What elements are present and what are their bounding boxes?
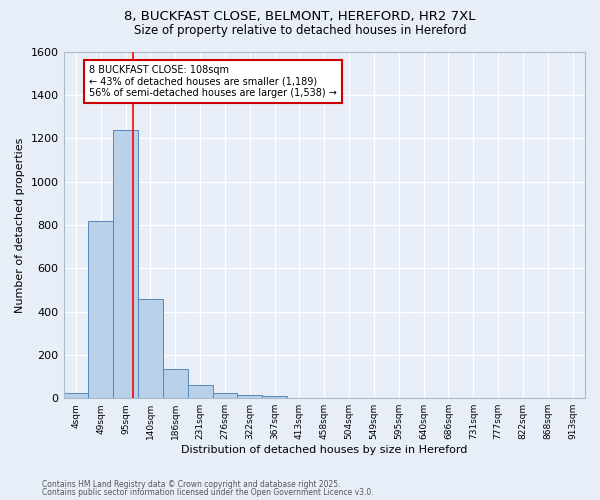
Text: Contains HM Land Registry data © Crown copyright and database right 2025.: Contains HM Land Registry data © Crown c…	[42, 480, 341, 489]
Text: Contains public sector information licensed under the Open Government Licence v3: Contains public sector information licen…	[42, 488, 374, 497]
Bar	[262, 396, 287, 398]
X-axis label: Distribution of detached houses by size in Hereford: Distribution of detached houses by size …	[181, 445, 467, 455]
Bar	[138, 298, 163, 398]
Bar	[113, 130, 138, 398]
Bar	[64, 393, 88, 398]
Text: Size of property relative to detached houses in Hereford: Size of property relative to detached ho…	[134, 24, 466, 37]
Bar	[238, 395, 262, 398]
Bar	[88, 220, 113, 398]
Text: 8 BUCKFAST CLOSE: 108sqm
← 43% of detached houses are smaller (1,189)
56% of sem: 8 BUCKFAST CLOSE: 108sqm ← 43% of detach…	[89, 64, 337, 98]
Text: 8, BUCKFAST CLOSE, BELMONT, HEREFORD, HR2 7XL: 8, BUCKFAST CLOSE, BELMONT, HEREFORD, HR…	[124, 10, 476, 23]
Bar	[188, 385, 212, 398]
Bar	[212, 393, 238, 398]
Y-axis label: Number of detached properties: Number of detached properties	[15, 137, 25, 312]
Bar	[163, 369, 188, 398]
